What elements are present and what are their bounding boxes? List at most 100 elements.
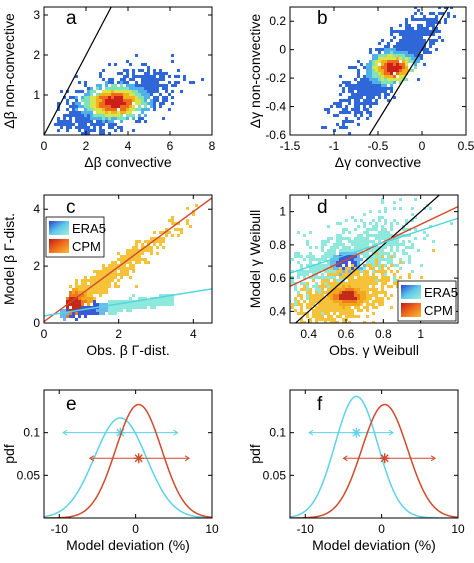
density-cell xyxy=(396,249,399,252)
density-cell xyxy=(162,294,165,297)
density-cell xyxy=(117,93,120,96)
density-cell xyxy=(369,264,372,267)
density-cell xyxy=(366,78,369,81)
density-cell xyxy=(363,237,366,240)
density-cell xyxy=(426,27,429,30)
density-cell xyxy=(348,258,351,261)
density-cell xyxy=(414,3,417,6)
density-cell xyxy=(114,276,117,279)
density-cell xyxy=(99,75,102,78)
density-cell xyxy=(123,108,126,111)
density-cell xyxy=(81,303,84,306)
density-cell xyxy=(333,324,336,327)
density-cell xyxy=(108,108,111,111)
density-cell xyxy=(417,57,420,60)
density-cell xyxy=(81,99,84,102)
density-cell xyxy=(141,102,144,105)
density-cell xyxy=(333,273,336,276)
density-cell xyxy=(408,42,411,45)
density-cell xyxy=(102,93,105,96)
density-cell xyxy=(147,84,150,87)
panel-b: -1.5 -1 -0.5 0 0.5-0.6-0.4-0.200.2Δγ convect… xyxy=(247,3,474,170)
density-cell xyxy=(327,111,330,114)
density-cell xyxy=(366,66,369,69)
density-cell xyxy=(411,48,414,51)
density-cell xyxy=(345,105,348,108)
density-cell xyxy=(378,231,381,234)
density-cell xyxy=(300,270,303,273)
density-cell xyxy=(429,33,432,36)
density-cell xyxy=(96,303,99,306)
density-cell xyxy=(87,312,90,315)
density-cell xyxy=(393,243,396,246)
density-cell xyxy=(147,75,150,78)
density-cell xyxy=(171,297,174,300)
density-cell xyxy=(318,333,321,336)
density-cell xyxy=(291,303,294,306)
density-cell xyxy=(156,81,159,84)
density-cell xyxy=(393,54,396,57)
density-cell xyxy=(351,294,354,297)
x-axis-label: Δγ convective xyxy=(335,154,422,170)
density-cell xyxy=(363,267,366,270)
density-cell xyxy=(339,105,342,108)
density-cell xyxy=(372,255,375,258)
density-cell xyxy=(132,270,135,273)
density-cell xyxy=(378,42,381,45)
density-cell xyxy=(396,57,399,60)
density-cell xyxy=(156,72,159,75)
density-cell xyxy=(114,99,117,102)
density-cell xyxy=(72,303,75,306)
x-tick-label: 6 xyxy=(167,139,174,153)
density-cell xyxy=(396,51,399,54)
density-cell xyxy=(123,258,126,261)
density-cell xyxy=(108,123,111,126)
density-cell xyxy=(369,84,372,87)
density-cell xyxy=(318,291,321,294)
density-cell xyxy=(345,219,348,222)
density-cell xyxy=(432,33,435,36)
density-cell xyxy=(357,72,360,75)
density-cell xyxy=(360,81,363,84)
plot-area-b xyxy=(321,3,456,135)
density-cell xyxy=(90,312,93,315)
density-cell xyxy=(363,255,366,258)
density-cell xyxy=(150,99,153,102)
density-cell xyxy=(369,69,372,72)
density-cell xyxy=(96,108,99,111)
density-cell xyxy=(87,285,90,288)
density-cell xyxy=(141,300,144,303)
density-cell xyxy=(336,102,339,105)
density-cell xyxy=(357,69,360,72)
density-cell xyxy=(303,270,306,273)
density-cell xyxy=(402,42,405,45)
density-cell xyxy=(387,48,390,51)
density-cell xyxy=(105,291,108,294)
density-cell xyxy=(384,252,387,255)
density-cell xyxy=(354,78,357,81)
density-cell xyxy=(306,315,309,318)
density-cell xyxy=(162,102,165,105)
density-cell xyxy=(345,117,348,120)
density-cell xyxy=(408,234,411,237)
density-cell xyxy=(123,264,126,267)
density-cell xyxy=(141,246,144,249)
density-cell xyxy=(78,288,81,291)
density-cell xyxy=(129,111,132,114)
density-cell xyxy=(411,45,414,48)
density-cell xyxy=(147,240,150,243)
density-cell xyxy=(414,198,417,201)
density-cell xyxy=(180,231,183,234)
density-cell xyxy=(372,249,375,252)
density-cell xyxy=(165,300,168,303)
density-cell xyxy=(126,108,129,111)
density-cell xyxy=(306,240,309,243)
density-cell xyxy=(297,252,300,255)
density-cell xyxy=(156,300,159,303)
density-cell xyxy=(90,108,93,111)
density-cell xyxy=(369,240,372,243)
density-cell xyxy=(384,234,387,237)
density-cell xyxy=(84,81,87,84)
density-cell xyxy=(78,90,81,93)
density-cell xyxy=(135,255,138,258)
